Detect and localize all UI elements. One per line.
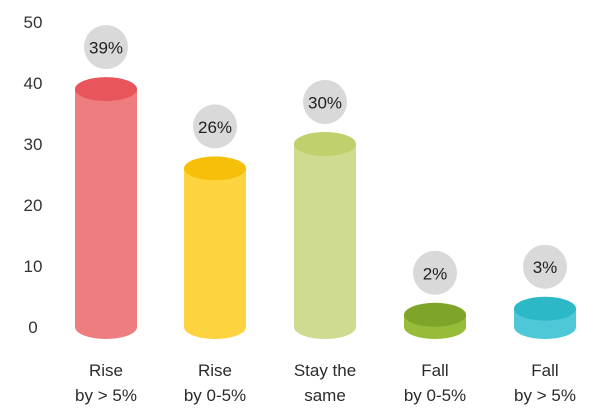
category-label-line: Fall: [421, 361, 448, 380]
y-axis: 0 10 20 30 40 50: [24, 13, 43, 337]
category-label-line: same: [304, 386, 346, 405]
category-label-line: by 0-5%: [404, 386, 466, 405]
bar: [404, 302, 466, 339]
category-label-line: Fall: [531, 361, 558, 380]
bars-group: [75, 77, 576, 339]
bar: [75, 77, 137, 339]
category-label: Rise by > 5%: [75, 361, 137, 405]
category-label-line: Rise: [89, 361, 123, 380]
data-label-text: 39%: [89, 39, 123, 58]
category-label-line: Stay the: [294, 361, 356, 380]
data-label-text: 30%: [308, 94, 342, 113]
y-tick-label: 10: [24, 257, 43, 276]
bar-body: [184, 168, 246, 339]
bar-top: [404, 302, 466, 327]
data-labels-group: 39% 26% 30% 2% 3%: [84, 25, 567, 295]
bar: [294, 132, 356, 339]
category-label: Fall by 0-5%: [404, 361, 466, 405]
category-label-line: by > 5%: [75, 386, 137, 405]
data-label: 3%: [523, 244, 567, 289]
bar: [514, 296, 576, 339]
data-label-bubble: [303, 80, 347, 124]
data-label: 2%: [413, 250, 457, 295]
y-tick-label: 50: [24, 13, 43, 32]
data-label: 30%: [303, 80, 347, 124]
bar-body: [75, 89, 137, 339]
bar: [184, 156, 246, 339]
category-label: Fall by > 5%: [514, 361, 576, 405]
data-label: 26%: [193, 104, 237, 149]
y-tick-label: 30: [24, 135, 43, 154]
data-label-bubble: [523, 244, 567, 289]
data-label-bubble: [84, 25, 128, 70]
y-tick-label: 0: [28, 318, 37, 337]
category-label-line: by 0-5%: [184, 386, 246, 405]
bar-body: [294, 144, 356, 339]
data-label-bubble: [413, 250, 457, 295]
bar-top: [184, 156, 246, 181]
data-label-bubble: [193, 104, 237, 149]
category-label: Stay the same: [294, 361, 356, 405]
y-tick-label: 20: [24, 196, 43, 215]
bar-top: [514, 296, 576, 321]
category-label: Rise by 0-5%: [184, 361, 246, 405]
data-label: 39%: [84, 25, 128, 70]
category-label-line: by > 5%: [514, 386, 576, 405]
bar-top: [294, 132, 356, 156]
data-label-text: 3%: [533, 258, 558, 277]
bar-top: [75, 77, 137, 102]
data-label-text: 2%: [423, 264, 448, 283]
category-label-line: Rise: [198, 361, 232, 380]
x-axis: Rise by > 5% Rise by 0-5% Stay the same Fall by…: [75, 361, 576, 405]
y-tick-label: 40: [24, 74, 43, 93]
data-label-text: 26%: [198, 118, 232, 137]
